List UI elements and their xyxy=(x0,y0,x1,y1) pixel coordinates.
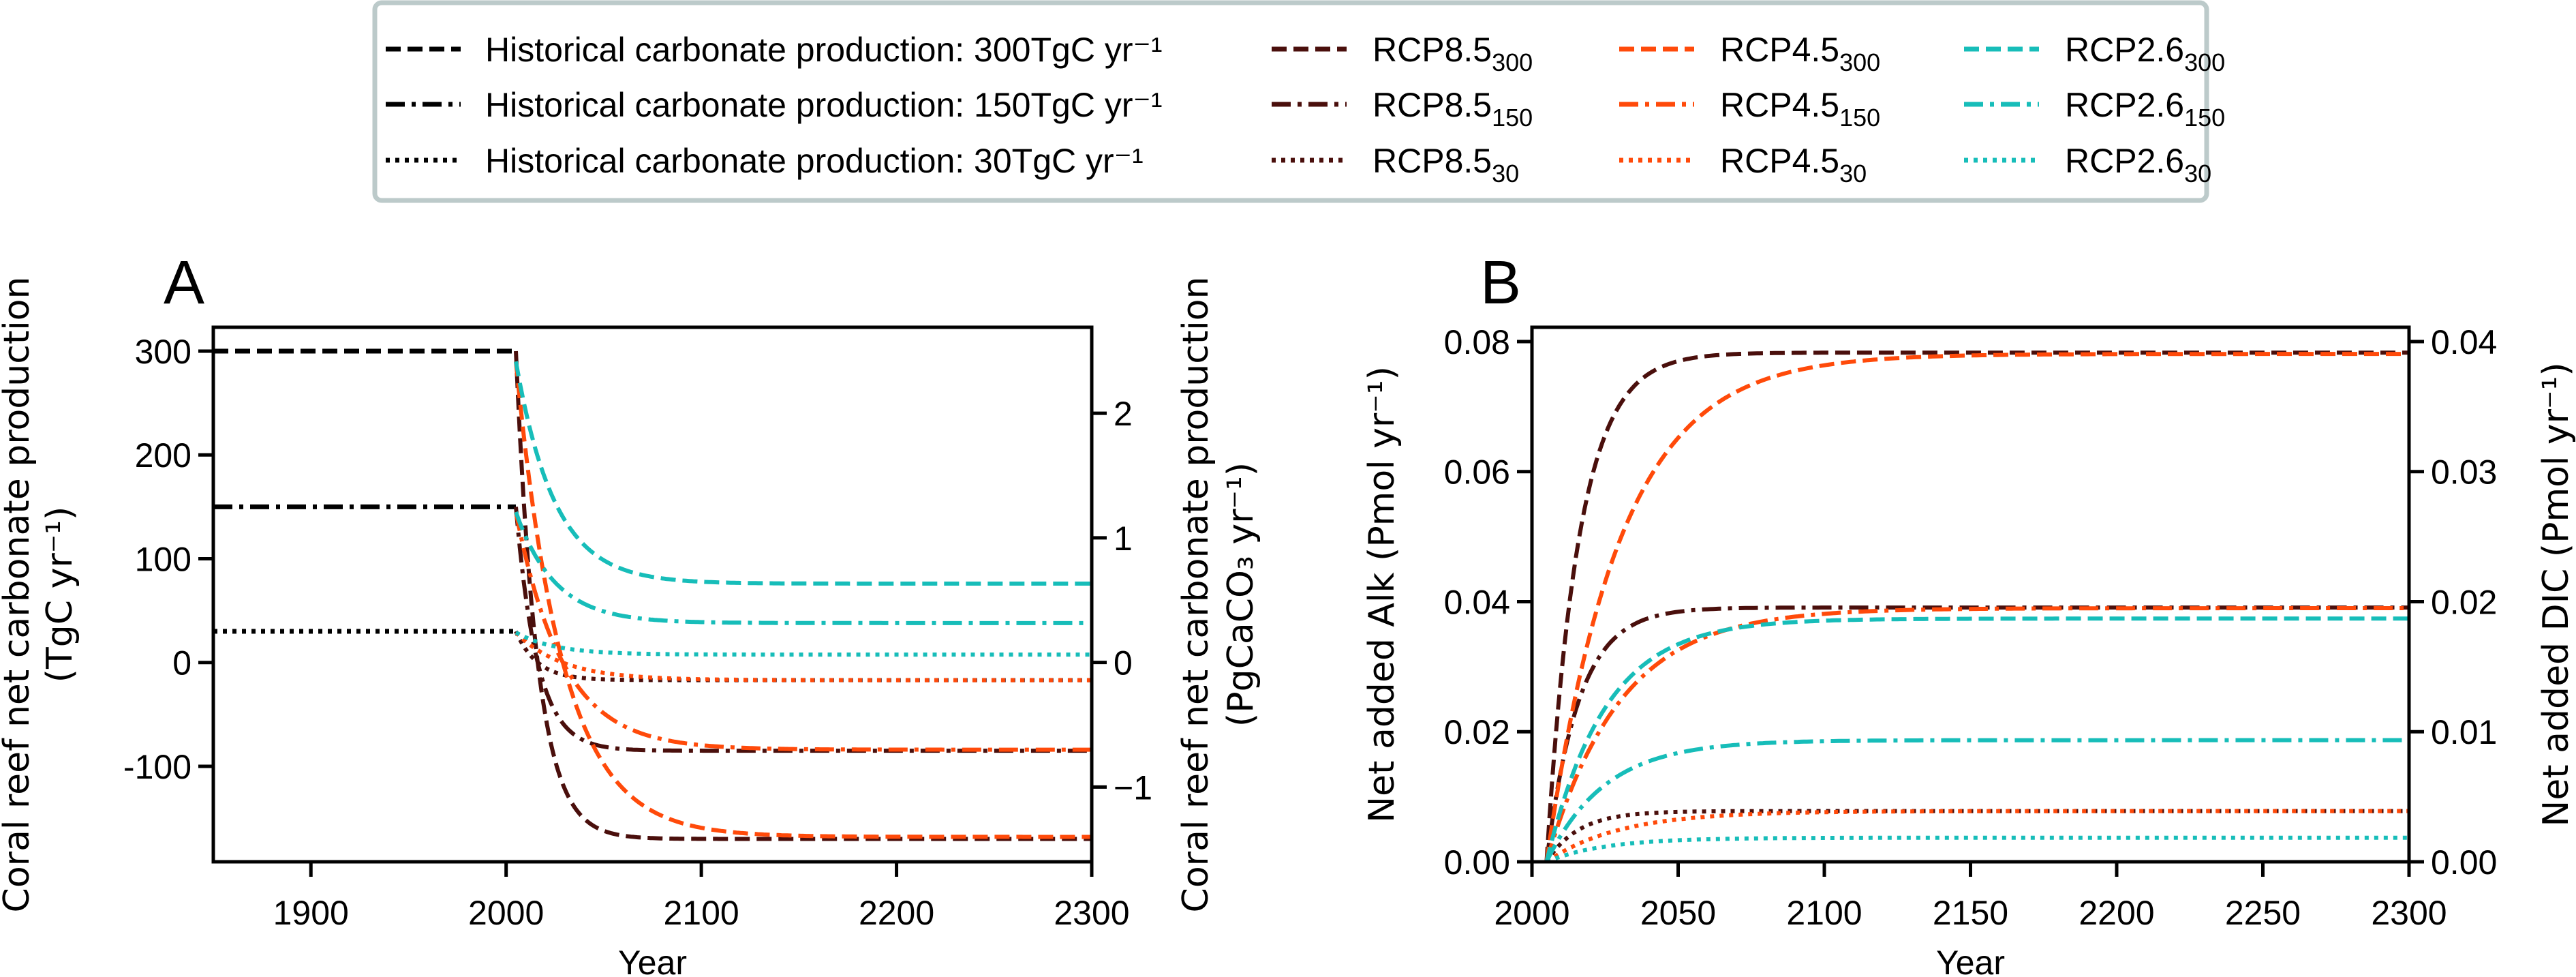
x-tick-label: 2100 xyxy=(663,894,739,932)
legend-scenario-subscript: 150 xyxy=(1839,104,1880,132)
legend-scenario-subscript: 30 xyxy=(1839,160,1867,187)
y-axis-label: Coral reef net carbonate production xyxy=(0,277,37,913)
series-line-rcp2.6_30 xyxy=(1546,835,2409,862)
x-axis-label: Year xyxy=(1936,944,2005,977)
y-right-axis-label-units: (PgCaCO₃ yr⁻¹) xyxy=(1221,462,1261,727)
y-tick-label: 0 xyxy=(172,644,191,682)
series-line-rcp2.6_150 xyxy=(1544,738,2409,862)
y-right-tick-label: 0.03 xyxy=(2431,453,2497,492)
legend-scenario-name: RCP8.5 xyxy=(1373,86,1492,124)
y-right-tick-label: 0.01 xyxy=(2431,713,2497,751)
series-line-rcp8.5_300 xyxy=(1544,350,2409,862)
x-tick-label: 2100 xyxy=(1786,894,1862,932)
legend-label-scenario: RCP2.6150 xyxy=(2065,86,2225,132)
panel-label-b: B xyxy=(1480,249,1521,317)
legend-scenario-name: RCP2.6 xyxy=(2065,142,2184,180)
x-tick-label: 2250 xyxy=(2225,894,2301,932)
x-tick-label: 2200 xyxy=(859,894,934,932)
y-right-tick-label: 0.04 xyxy=(2431,323,2497,361)
x-axis-label: Year xyxy=(618,944,687,977)
x-tick-label: 2150 xyxy=(1933,894,2008,932)
y-tick-label: 100 xyxy=(135,540,191,578)
series-line-rcp8.5_150 xyxy=(1544,605,2409,862)
y-right-tick-label: 0.00 xyxy=(2431,843,2497,882)
legend-label-scenario: RCP4.5150 xyxy=(1720,86,1880,132)
y-tick-label: 0.04 xyxy=(1444,583,1510,621)
y-tick-label: 0.02 xyxy=(1444,713,1510,751)
y-tick-label: 0.08 xyxy=(1444,323,1510,361)
series-line-rcp4.5_150 xyxy=(514,511,1092,752)
legend-scenario-subscript: 300 xyxy=(2184,48,2225,76)
series-line-rcp4.5_300 xyxy=(514,361,1092,839)
y-axis-label: Net added Alk (Pmol yr⁻¹) xyxy=(1362,366,1402,823)
series-line-rcp2.6_300 xyxy=(514,361,1092,586)
legend-frame xyxy=(372,0,2209,203)
legend-label-scenario: RCP4.5300 xyxy=(1720,31,1880,76)
legend-scenario-name: RCP8.5 xyxy=(1373,142,1492,180)
legend-scenario-name: RCP4.5 xyxy=(1720,86,1839,124)
axes-frame xyxy=(1530,325,2411,864)
y-right-axis-label: Coral reef net carbonate production xyxy=(1176,277,1216,913)
series-line-rcp8.5_300 xyxy=(514,350,1092,841)
y-tick-label: 0.06 xyxy=(1444,453,1510,492)
x-tick-label: 2000 xyxy=(468,894,544,932)
series-line-rcp8.5_150 xyxy=(514,507,1092,753)
legend-scenario-name: RCP4.5 xyxy=(1720,142,1839,180)
legend-scenario-subscript: 300 xyxy=(1492,48,1533,76)
series-line-rcp2.6_300 xyxy=(1544,616,2409,862)
y-right-tick-label: −1 xyxy=(1114,768,1152,807)
series-line-rcp4.5_30 xyxy=(1545,809,2409,862)
panel-label-a: A xyxy=(164,249,204,317)
legend-label-scenario: RCP8.5150 xyxy=(1373,86,1533,132)
y-right-tick-label: 2 xyxy=(1114,395,1133,433)
panel-a: 1900 2000 2100 2200 2300 300 200 100 0 -100 2 1 0 −1 Y… xyxy=(0,277,1261,977)
legend-label-scenario: RCP8.530 xyxy=(1373,142,1519,187)
x-tick-label: 2200 xyxy=(2079,894,2154,932)
legend-label-historical: Historical carbonate production: 30TgC y… xyxy=(485,142,1144,180)
y-tick-label: -100 xyxy=(123,748,191,786)
series-line-rcp4.5_150 xyxy=(1544,606,2409,862)
y-axis-label-units: (TgC yr⁻¹) xyxy=(40,507,80,683)
y-tick-label: 0.00 xyxy=(1444,843,1510,882)
series-line-rcp4.5_30 xyxy=(514,631,1092,682)
series-line-rcp2.6_30 xyxy=(515,630,1092,657)
x-tick-label: 2050 xyxy=(1640,894,1716,932)
y-right-axis-label: Net added DIC (Pmol yr⁻¹) xyxy=(2536,362,2576,826)
y-right-tick-label: 1 xyxy=(1114,520,1133,558)
x-tick-label: 1900 xyxy=(273,894,349,932)
legend-label-scenario: RCP4.530 xyxy=(1720,142,1867,187)
legend-label-historical: Historical carbonate production: 300TgC … xyxy=(485,31,1163,69)
legend-scenario-name: RCP2.6 xyxy=(2065,31,2184,69)
legend-scenario-name: RCP4.5 xyxy=(1720,31,1839,69)
legend-scenario-subscript: 150 xyxy=(2184,104,2225,132)
y-tick-label: 200 xyxy=(135,436,191,475)
legend-label-historical: Historical carbonate production: 150TgC … xyxy=(485,86,1163,124)
plot-area xyxy=(1544,350,2409,862)
series-line-rcp4.5_300 xyxy=(1544,352,2409,862)
legend-label-scenario: RCP8.5300 xyxy=(1373,31,1533,76)
legend-scenario-subscript: 150 xyxy=(1492,104,1533,132)
legend-scenario-name: RCP8.5 xyxy=(1373,31,1492,69)
panel-b: 2000 2050 2100 2150 2200 2250 2300 0.00 0.02 0.04… xyxy=(1362,323,2576,977)
legend-scenario-subscript: 30 xyxy=(1492,160,1519,187)
y-right-tick-label: 0 xyxy=(1114,644,1133,682)
axes-frame xyxy=(211,325,1094,864)
y-tick-label: 300 xyxy=(135,333,191,371)
legend-label-scenario: RCP2.6300 xyxy=(2065,31,2225,76)
y-right-tick-label: 0.02 xyxy=(2431,583,2497,621)
x-tick-label: 2300 xyxy=(2371,894,2447,932)
legend: Historical carbonate production: 300TgC … xyxy=(372,0,2225,203)
plot-area xyxy=(213,348,1092,841)
series-line-rcp2.6_150 xyxy=(514,511,1092,625)
x-tick-label: 2000 xyxy=(1494,894,1569,932)
x-tick-label: 2300 xyxy=(1054,894,1129,932)
legend-label-scenario: RCP2.630 xyxy=(2065,142,2211,187)
legend-scenario-subscript: 300 xyxy=(1839,48,1880,76)
legend-scenario-name: RCP2.6 xyxy=(2065,86,2184,124)
legend-scenario-subscript: 30 xyxy=(2184,160,2211,187)
